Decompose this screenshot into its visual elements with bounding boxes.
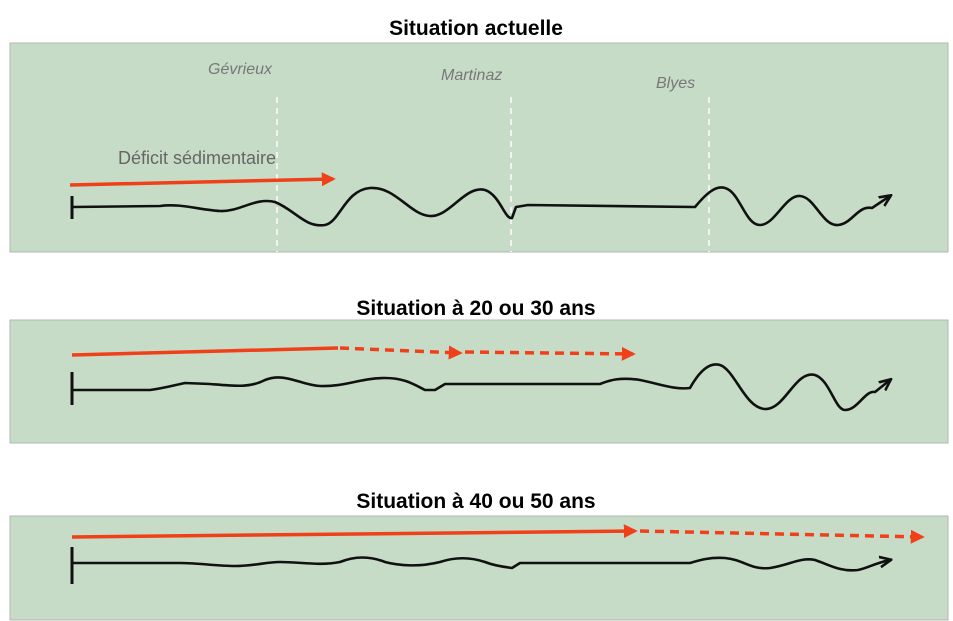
river [70,186,890,227]
deficit-arrow [71,524,638,539]
panel-title: Situation à 40 ou 50 ans [356,490,595,513]
river [70,558,890,572]
deficit-arrow [639,529,925,544]
panel [9,42,949,253]
deficit-arrow [464,346,636,361]
deficit-arrow [71,346,339,357]
river [70,363,890,412]
panel [9,319,949,444]
deficit-arrow [339,345,463,360]
arrow-label: Déficit sédimentaire [118,148,276,168]
deficit-arrow [69,172,336,187]
place-label: Martinaz [441,67,502,84]
panel-title: Situation à 20 ou 30 ans [356,297,595,320]
panel-title: Situation actuelle [389,17,563,40]
place-label: Gévrieux [208,61,273,78]
place-label: Blyes [656,75,695,92]
